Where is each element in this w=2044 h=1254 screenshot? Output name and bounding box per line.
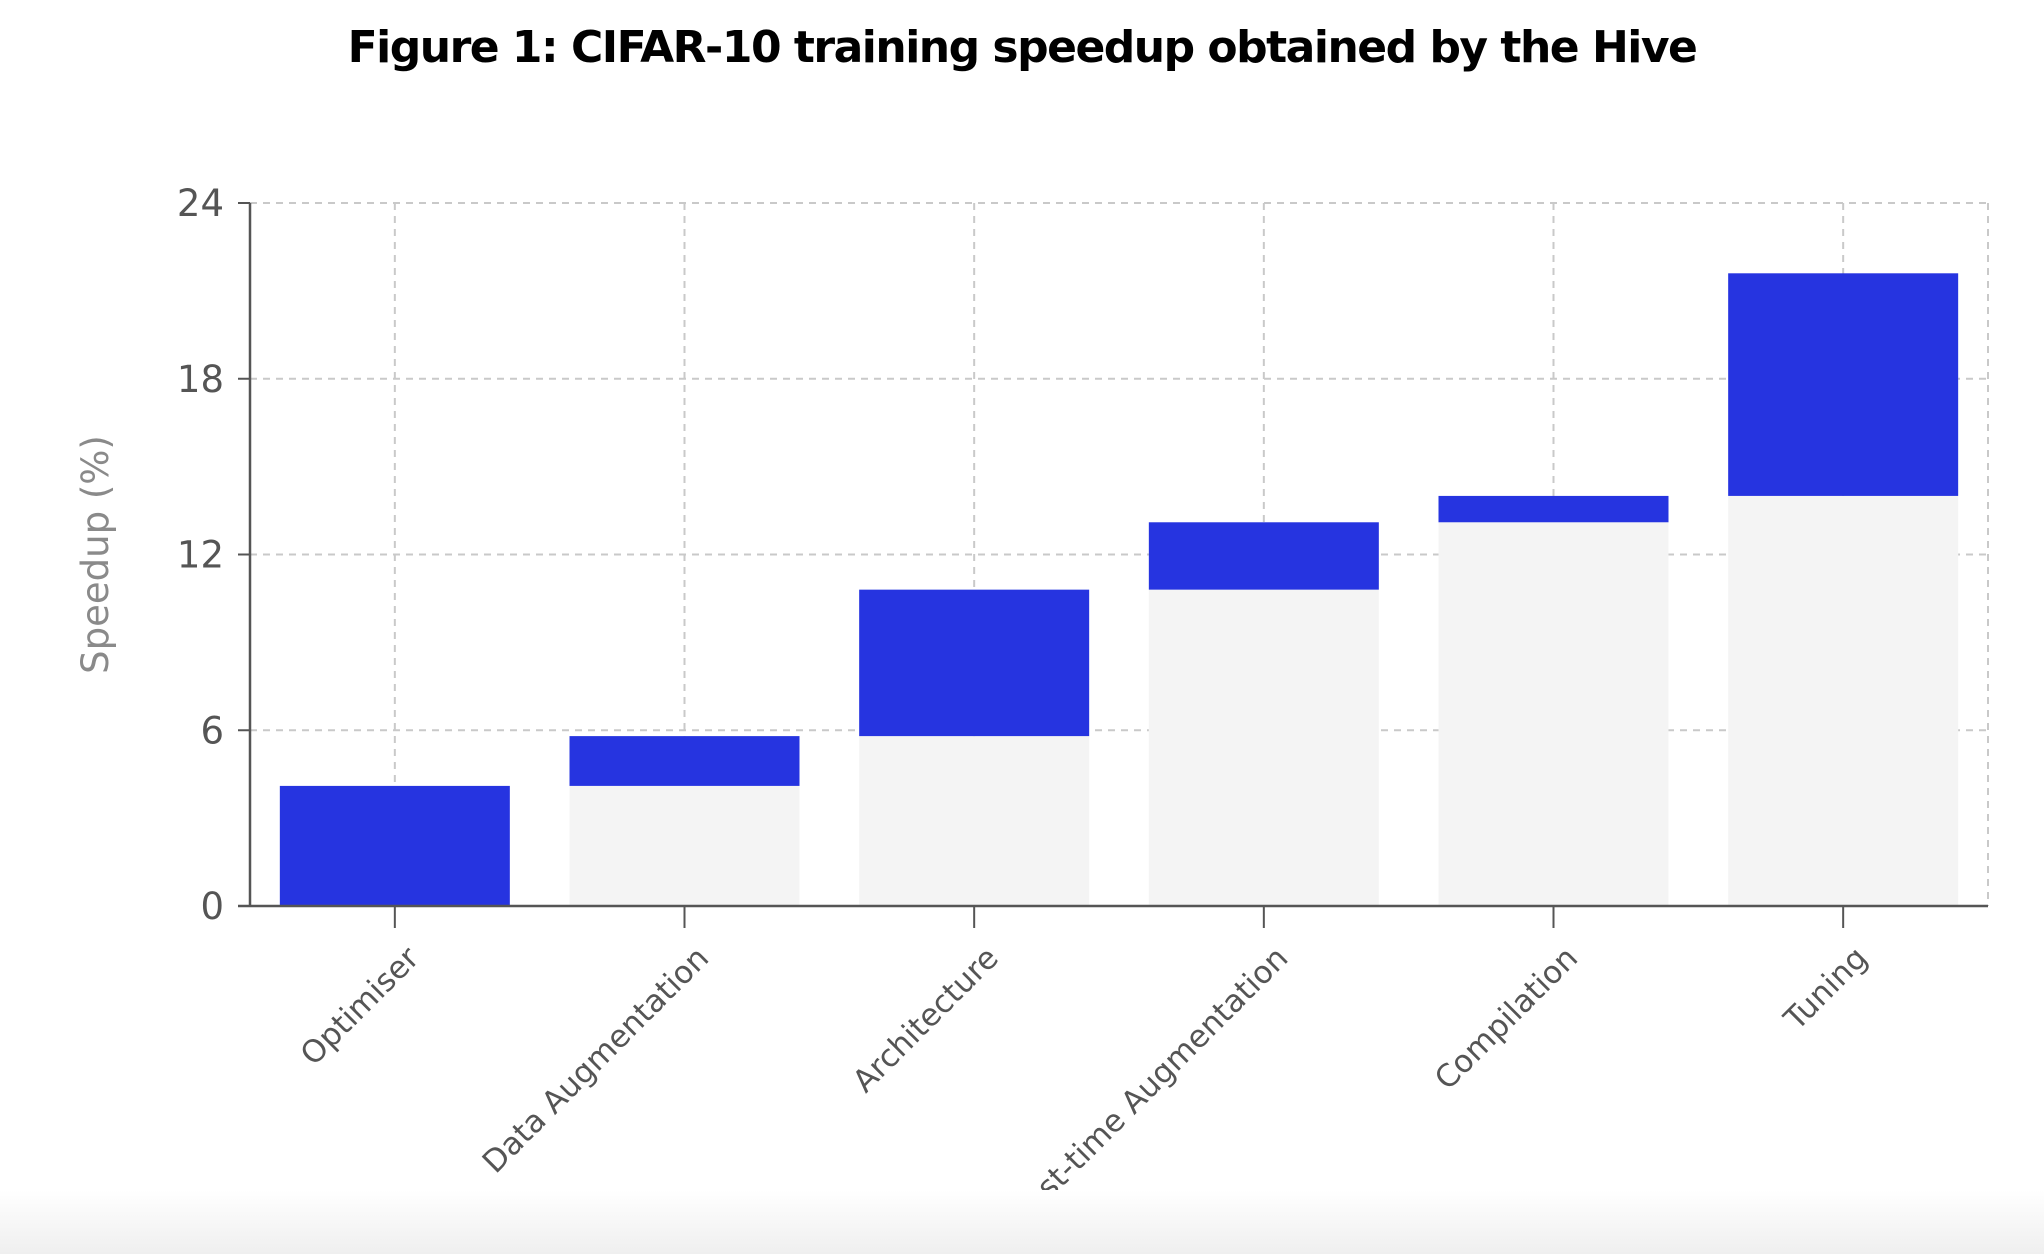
y-axis-title: Speedup (%) bbox=[74, 435, 117, 674]
x-tick-label-3: Test-time Augmentation bbox=[1006, 940, 1295, 1229]
y-tick-label-12: 12 bbox=[177, 534, 224, 577]
bar-base-5 bbox=[1728, 495, 1959, 906]
bar-increment-2 bbox=[859, 589, 1090, 737]
chart-title: Figure 1: CIFAR-10 training speedup obta… bbox=[347, 22, 1698, 73]
y-tick-label-0: 0 bbox=[200, 885, 224, 928]
x-tick-label-2: Architecture bbox=[846, 940, 1006, 1100]
bar-base-3 bbox=[1148, 589, 1379, 906]
y-tick-label-24: 24 bbox=[177, 182, 224, 225]
bar-base-4 bbox=[1438, 522, 1669, 906]
bar-increment-3 bbox=[1148, 522, 1379, 590]
x-tick-label-5: Tuning bbox=[1777, 940, 1875, 1038]
bar-base-2 bbox=[859, 736, 1090, 906]
bar-increment-5 bbox=[1728, 273, 1959, 496]
bars-layer bbox=[279, 273, 1959, 906]
bar-base-1 bbox=[569, 785, 800, 906]
y-tick-label-18: 18 bbox=[177, 358, 224, 401]
axes-layer bbox=[238, 202, 1988, 928]
x-tick-label-0: Optimiser bbox=[294, 940, 427, 1073]
bar-increment-0 bbox=[279, 785, 510, 906]
footer-shade bbox=[0, 1190, 2044, 1254]
y-tick-label-6: 6 bbox=[200, 709, 224, 752]
bar-increment-1 bbox=[569, 736, 800, 786]
x-tick-label-4: Compilation bbox=[1428, 940, 1585, 1097]
bar-increment-4 bbox=[1438, 495, 1669, 523]
x-tick-label-1: Data Augmentation bbox=[476, 940, 716, 1180]
grid-layer bbox=[250, 202, 1989, 906]
